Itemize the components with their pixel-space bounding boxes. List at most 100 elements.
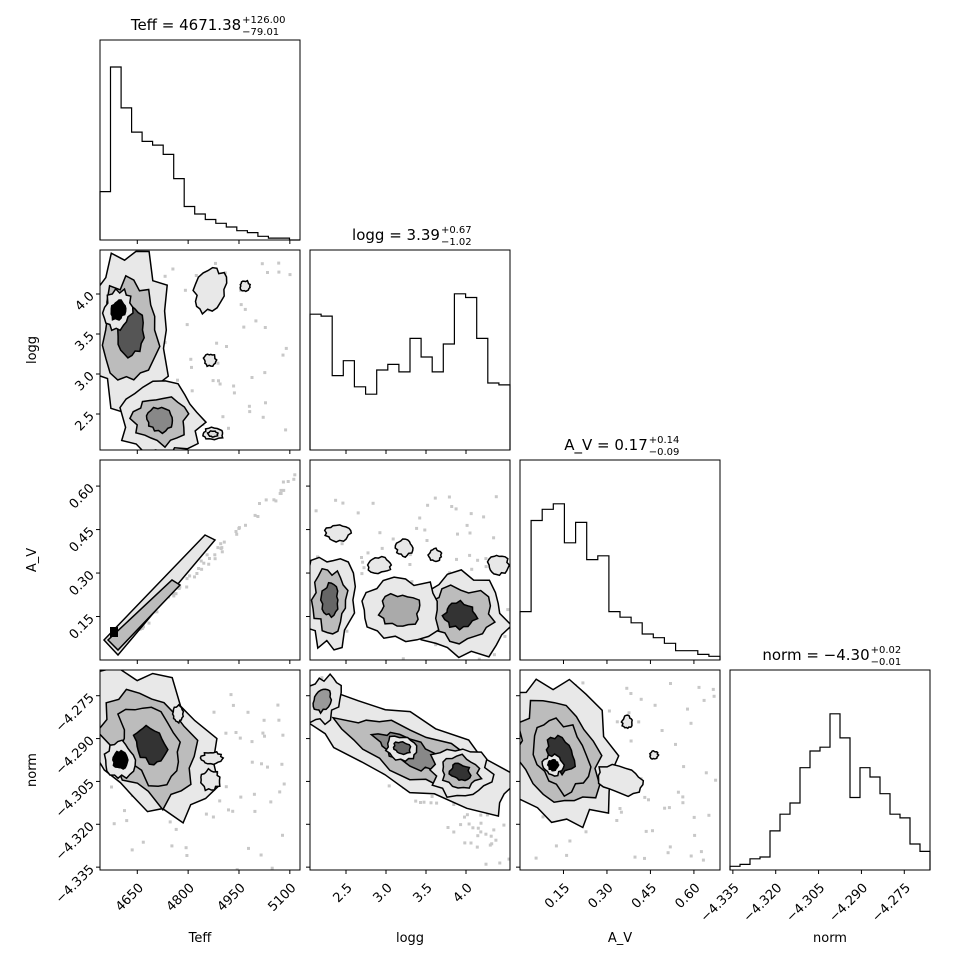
hist-step-line [519,503,721,660]
sample-point [615,819,619,822]
density-contour [112,749,129,770]
x-tick-label-logg: 2.5 [330,881,355,906]
sample-point [232,391,236,395]
sample-point [477,657,481,660]
sample-point [254,319,258,323]
sample-point [653,703,657,707]
hist-panel-norm: norm = −4.30 +0.02−0.01 [729,645,931,871]
sample-point [243,307,247,311]
density-contour [392,741,412,756]
sample-point [222,540,226,544]
x-tick-label-norm: −4.305 [784,881,829,926]
hist-panel-logg: logg = 3.39 +0.67−1.02 [309,225,511,451]
sample-point [380,546,384,550]
density-contour [323,524,353,543]
sample-point [647,798,650,802]
density-contour [394,538,414,559]
y-tick-label-norm: −4.320 [53,819,98,864]
sample-point [270,866,274,870]
sample-point [189,357,193,361]
sample-point [223,271,227,275]
sample-point [534,856,538,860]
sample-point [469,841,473,845]
panel-frame [99,459,301,661]
sample-point [176,378,179,382]
sample-point [266,271,269,274]
x-tick-label-logg: 4.0 [450,881,475,906]
sample-point [221,415,225,419]
sample-point [252,792,256,796]
sample-point [250,760,254,764]
sample-point [195,572,199,575]
sample-point [660,729,664,732]
density-contour [319,581,339,619]
sample-point [238,736,242,740]
sample-point [360,556,363,559]
sample-point [218,799,222,803]
sample-point [199,559,203,563]
title-upper-error: +0.14 [649,435,680,446]
sample-point [253,513,257,517]
sample-point [141,840,145,844]
density-contour [427,547,443,563]
sample-point [208,557,211,560]
y-tick-label-logg: 2.5 [72,409,97,434]
sample-point [476,834,480,838]
panel-title-logg: logg = 3.39 [352,226,440,244]
sample-point [219,542,223,546]
sample-point [674,742,677,746]
density-peak [110,627,118,637]
sample-point [494,838,498,842]
panel-frame [729,669,931,871]
sample-point [484,832,488,836]
sample-point [259,853,263,857]
sample-point [212,710,216,714]
sample-point [229,693,233,697]
sample-point [277,718,281,722]
sample-point [615,720,619,724]
sample-point [584,830,588,834]
sample-point [224,731,228,735]
sample-point [476,826,480,830]
sample-point [284,428,288,432]
sample-point [292,477,296,481]
density-contour [377,592,421,627]
sample-point [263,371,267,375]
y-tick-label-norm: −4.335 [53,862,98,907]
sample-point [452,830,456,834]
sample-point [454,507,458,511]
hist-panel-Teff: Teff = 4671.38 +126.00−79.01 [99,15,301,241]
sample-point [112,822,116,826]
panel-content [100,250,292,450]
y-tick-label-logg: 3.0 [72,369,97,394]
sample-point [689,854,693,858]
x-tick-label-Teff: 4650 [113,881,147,915]
sample-point [494,495,498,499]
sample-point [247,846,250,850]
sample-point [607,709,611,713]
x-tick-label-norm: −4.320 [741,881,786,926]
sample-point [568,839,572,843]
x-axis-label-norm: norm [813,931,847,946]
hist-step-line [99,66,300,241]
sample-point [256,515,260,518]
sample-point [541,815,545,819]
sample-point [260,762,263,766]
density-contour [192,266,228,316]
sample-point [217,379,220,383]
sample-point [279,488,283,492]
sample-point [485,813,489,817]
sample-point [183,288,187,292]
sample-point [484,565,488,569]
sample-point [282,488,286,492]
panel-frame [99,249,301,451]
sample-point [281,353,285,357]
sample-point [643,856,646,860]
sample-point [281,480,285,484]
sample-point [177,587,181,590]
sample-point [492,653,496,657]
sample-point [200,567,204,571]
sample-point [682,765,686,769]
x-tick-label-A_V: 0.45 [629,881,660,912]
sample-point [293,473,297,477]
